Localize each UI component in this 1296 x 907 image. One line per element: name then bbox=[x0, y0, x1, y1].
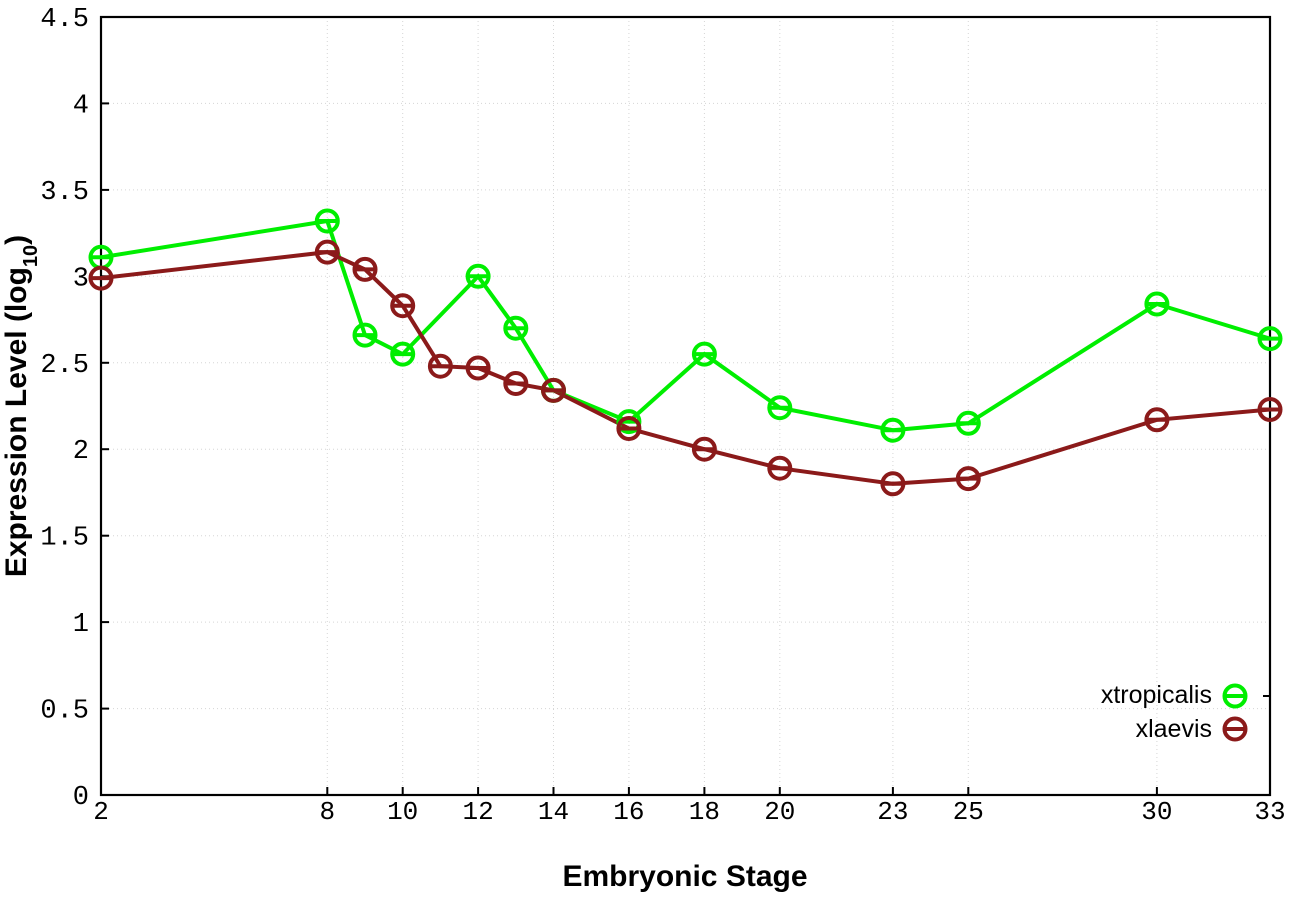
svg-text:18: 18 bbox=[689, 797, 720, 827]
svg-text:12: 12 bbox=[462, 797, 493, 827]
svg-text:30: 30 bbox=[1141, 797, 1172, 827]
svg-text:1: 1 bbox=[73, 610, 89, 640]
svg-text:25: 25 bbox=[953, 797, 984, 827]
svg-text:0: 0 bbox=[73, 783, 89, 813]
svg-text:3: 3 bbox=[73, 264, 89, 294]
svg-text:4.5: 4.5 bbox=[40, 5, 89, 35]
svg-text:10: 10 bbox=[387, 797, 418, 827]
svg-text:xlaevis: xlaevis bbox=[1136, 715, 1212, 743]
svg-text:33: 33 bbox=[1254, 797, 1285, 827]
svg-text:16: 16 bbox=[613, 797, 644, 827]
svg-text:1.5: 1.5 bbox=[40, 524, 89, 554]
svg-text:14: 14 bbox=[538, 797, 569, 827]
svg-text:2: 2 bbox=[73, 437, 89, 467]
svg-text:0.5: 0.5 bbox=[40, 697, 89, 727]
svg-text:xtropicalis: xtropicalis bbox=[1101, 681, 1212, 709]
svg-text:4: 4 bbox=[73, 91, 89, 121]
svg-text:20: 20 bbox=[764, 797, 795, 827]
svg-text:Embryonic Stage: Embryonic Stage bbox=[562, 860, 807, 893]
svg-text:8: 8 bbox=[319, 797, 335, 827]
svg-text:2: 2 bbox=[93, 797, 109, 827]
svg-text:23: 23 bbox=[877, 797, 908, 827]
svg-text:3.5: 3.5 bbox=[40, 178, 89, 208]
svg-text:2.5: 2.5 bbox=[40, 351, 89, 381]
